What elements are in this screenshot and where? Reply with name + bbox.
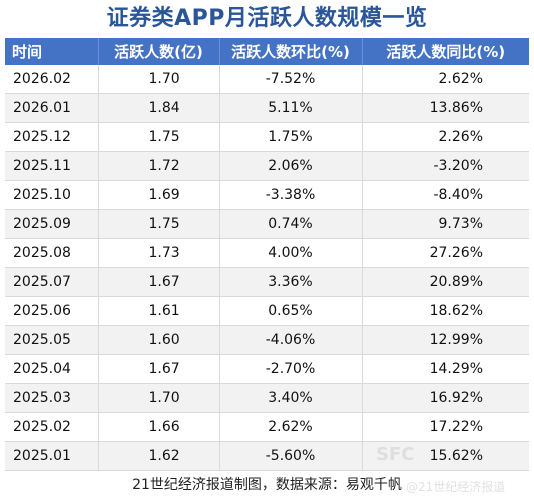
cell-active-users: 1.84 — [98, 93, 220, 123]
cell-month: 2025.12 — [5, 122, 99, 152]
table-row: 2025.04 1.67 -2.70% 14.29% — [5, 354, 529, 384]
table-row: 2025.09 1.75 0.74% 9.73% — [5, 209, 529, 239]
cell-mom: 2.06% — [219, 151, 363, 181]
table-row: 2025.08 1.73 4.00% 27.26% — [5, 238, 529, 268]
cell-active-users: 1.72 — [98, 151, 220, 181]
cell-yoy: 20.89% — [362, 267, 529, 297]
cell-mom: 2.62% — [219, 412, 363, 442]
table-row: 2026.02 1.70 -7.52% 2.62% — [5, 65, 529, 94]
cell-mom: 4.00% — [219, 238, 363, 268]
cell-mom: -4.06% — [219, 325, 363, 355]
cell-mom: 3.36% — [219, 267, 363, 297]
cell-month: 2026.01 — [5, 93, 99, 123]
cell-active-users: 1.62 — [98, 441, 220, 471]
cell-yoy: 15.62% — [362, 441, 529, 471]
table-row: 2025.02 1.66 2.62% 17.22% — [5, 412, 529, 442]
cell-mom: -3.38% — [219, 180, 363, 210]
cell-yoy: -8.40% — [362, 180, 529, 210]
cell-active-users: 1.60 — [98, 325, 220, 355]
table-row: 2026.01 1.84 5.11% 13.86% — [5, 93, 529, 123]
cell-yoy: 17.22% — [362, 412, 529, 442]
cell-mom: 0.65% — [219, 296, 363, 326]
cell-active-users: 1.61 — [98, 296, 220, 326]
table-row: 2025.03 1.70 3.40% 16.92% — [5, 383, 529, 413]
cell-yoy: 9.73% — [362, 209, 529, 239]
page-title: 证券类APP月活跃人数规模一览 — [106, 6, 428, 31]
header-row: 时间 活跃人数(亿) 活跃人数环比(%) 活跃人数同比(%) — [5, 38, 529, 65]
table-row: 2025.06 1.61 0.65% 18.62% — [5, 296, 529, 326]
cell-yoy: 16.92% — [362, 383, 529, 413]
table-row: 2025.11 1.72 2.06% -3.20% — [5, 151, 529, 181]
cell-mom: 5.11% — [219, 93, 363, 123]
cell-active-users: 1.69 — [98, 180, 220, 210]
cell-yoy: 12.99% — [362, 325, 529, 355]
cell-active-users: 1.73 — [98, 238, 220, 268]
cell-month: 2025.01 — [5, 441, 99, 471]
cell-mom: -2.70% — [219, 354, 363, 384]
cell-yoy: 14.29% — [362, 354, 529, 384]
cell-active-users: 1.67 — [98, 354, 220, 384]
cell-month: 2025.06 — [5, 296, 99, 326]
data-table: 时间 活跃人数(亿) 活跃人数环比(%) 活跃人数同比(%) 2026.02 1.… — [5, 38, 529, 471]
cell-active-users: 1.67 — [98, 267, 220, 297]
table-row: 2025.05 1.60 -4.06% 12.99% — [5, 325, 529, 355]
cell-yoy: 2.26% — [362, 122, 529, 152]
cell-month: 2025.03 — [5, 383, 99, 413]
cell-mom: 0.74% — [219, 209, 363, 239]
table-row: 2025.12 1.75 1.75% 2.26% — [5, 122, 529, 152]
cell-yoy: -3.20% — [362, 151, 529, 181]
cell-month: 2025.07 — [5, 267, 99, 297]
table-header: 时间 活跃人数(亿) 活跃人数环比(%) 活跃人数同比(%) — [5, 38, 529, 65]
cell-month: 2025.09 — [5, 209, 99, 239]
table-body: 2026.02 1.70 -7.52% 2.62% 2026.01 1.84 5.11% 13… — [5, 65, 529, 471]
cell-yoy: 18.62% — [362, 296, 529, 326]
cell-mom: 1.75% — [219, 122, 363, 152]
column-header-month: 时间 — [5, 38, 99, 65]
cell-month: 2026.02 — [5, 65, 99, 94]
cell-active-users: 1.75 — [98, 209, 220, 239]
column-header-active-users: 活跃人数(亿) — [98, 38, 220, 65]
cell-month: 2025.02 — [5, 412, 99, 442]
cell-active-users: 1.70 — [98, 65, 220, 94]
source-note: 21世纪经济报道制图，数据来源：易观千帆 — [132, 477, 402, 493]
column-header-yoy: 活跃人数同比(%) — [362, 38, 529, 65]
table-row: 2025.10 1.69 -3.38% -8.40% — [5, 180, 529, 210]
cell-mom: 3.40% — [219, 383, 363, 413]
cell-yoy: 13.86% — [362, 93, 529, 123]
cell-mom: -7.52% — [219, 65, 363, 94]
cell-month: 2025.04 — [5, 354, 99, 384]
cell-month: 2025.08 — [5, 238, 99, 268]
cell-mom: -5.60% — [219, 441, 363, 471]
cell-active-users: 1.75 — [98, 122, 220, 152]
cell-month: 2025.10 — [5, 180, 99, 210]
cell-month: 2025.11 — [5, 151, 99, 181]
cell-active-users: 1.66 — [98, 412, 220, 442]
cell-yoy: 27.26% — [362, 238, 529, 268]
cell-month: 2025.05 — [5, 325, 99, 355]
table-row: 2025.01 1.62 -5.60% 15.62% — [5, 441, 529, 471]
column-header-mom: 活跃人数环比(%) — [219, 38, 363, 65]
cell-active-users: 1.70 — [98, 383, 220, 413]
table-row: 2025.07 1.67 3.36% 20.89% — [5, 267, 529, 297]
cell-yoy: 2.62% — [362, 65, 529, 94]
